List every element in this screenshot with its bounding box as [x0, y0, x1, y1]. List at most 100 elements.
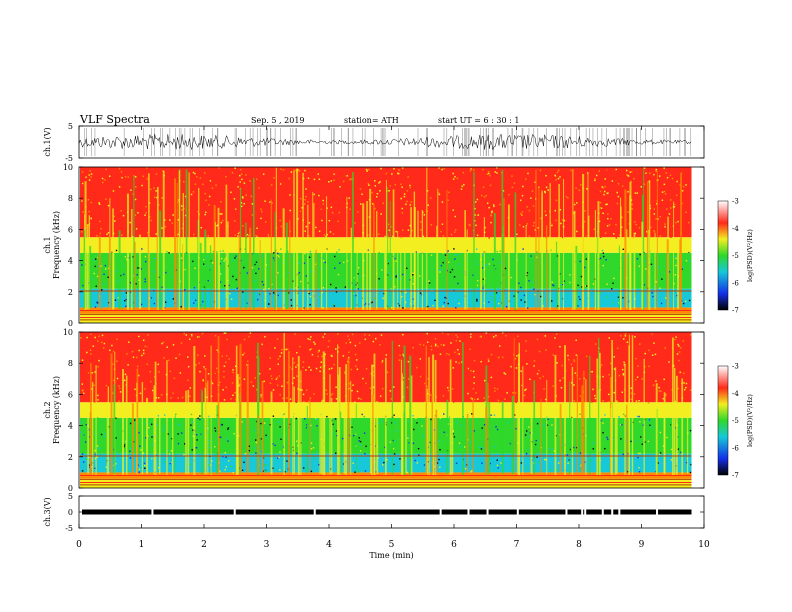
psd-speckle — [255, 441, 258, 444]
psd-speckle — [453, 248, 455, 250]
psd-speckle — [554, 209, 557, 212]
psd-speckle — [173, 345, 175, 348]
sferic-streak — [204, 387, 207, 475]
psd-speckle — [354, 471, 356, 473]
psd-speckle — [463, 343, 466, 346]
psd-speckle — [666, 436, 668, 439]
psd-speckle — [230, 398, 232, 400]
psd-speckle — [166, 251, 168, 253]
sferic-streak — [188, 172, 190, 311]
psd-speckle — [335, 386, 337, 389]
psd-speckle — [181, 396, 184, 399]
psd-speckle — [469, 441, 472, 443]
psd-speckle — [296, 343, 298, 345]
psd-speckle — [202, 379, 204, 382]
psd-speckle — [96, 275, 99, 278]
psd-speckle — [347, 217, 349, 220]
sferic-streak — [287, 350, 290, 476]
psd-speckle — [430, 332, 432, 334]
psd-speckle — [452, 209, 454, 211]
psd-speckle — [209, 180, 212, 182]
psd-speckle — [282, 169, 285, 171]
psd-speckle — [610, 218, 612, 220]
psd-speckle — [412, 346, 414, 349]
psd-speckle — [357, 303, 359, 305]
psd-speckle — [434, 338, 437, 340]
psd-speckle — [386, 190, 388, 192]
psd-speckle — [112, 190, 115, 192]
psd-speckle — [309, 348, 311, 351]
psd-speckle — [337, 346, 340, 349]
psd-speckle — [409, 186, 411, 189]
psd-speckle — [325, 389, 328, 392]
psd-speckle — [678, 368, 681, 371]
psd-speckle — [167, 176, 169, 178]
psd-speckle — [567, 197, 569, 199]
psd-speckle — [304, 384, 306, 387]
psd-speckle — [576, 230, 578, 233]
psd-speckle — [361, 442, 363, 444]
sferic-streak — [216, 405, 218, 474]
psd-speckle — [106, 233, 108, 236]
psd-speckle — [475, 224, 477, 227]
psd-speckle — [489, 184, 492, 187]
psd-speckle — [101, 289, 103, 291]
psd-speckle — [690, 463, 692, 466]
psd-speckle — [429, 372, 432, 375]
psd-speckle — [495, 333, 498, 335]
psd-speckle — [590, 180, 592, 182]
psd-speckle — [660, 213, 662, 215]
psd-speckle — [372, 374, 375, 377]
psd-speckle — [305, 357, 307, 359]
psd-speckle — [556, 298, 559, 300]
psd-speckle — [219, 273, 222, 275]
psd-speckle — [112, 350, 115, 353]
sferic-streak — [98, 235, 101, 309]
psd-speckle — [122, 352, 125, 355]
psd-speckle — [607, 401, 610, 404]
psd-speckle — [617, 333, 620, 336]
sferic-streak — [289, 220, 291, 310]
psd-speckle — [180, 205, 183, 207]
psd-speckle — [515, 168, 517, 171]
psd-speckle — [256, 236, 258, 238]
psd-speckle — [347, 335, 349, 337]
psd-speckle — [357, 273, 359, 275]
psd-speckle — [144, 185, 146, 187]
psd-speckle — [235, 278, 238, 281]
psd-speckle — [260, 438, 263, 440]
psd-speckle — [602, 400, 604, 402]
psd-speckle — [156, 424, 158, 426]
psd-speckle — [231, 174, 233, 177]
psd-speckle — [138, 279, 140, 281]
psd-speckle — [335, 348, 337, 350]
psd-speckle — [359, 443, 361, 446]
psd-speckle — [98, 202, 100, 204]
psd-speckle — [96, 456, 98, 458]
psd-speckle — [510, 365, 512, 368]
psd-speckle — [563, 280, 565, 282]
psd-speckle — [234, 220, 236, 222]
psd-speckle — [526, 206, 528, 208]
psd-speckle — [214, 334, 217, 337]
psd-speckle — [612, 301, 615, 304]
psd-speckle — [670, 424, 673, 426]
psd-speckle — [205, 211, 207, 214]
sferic-streak — [182, 192, 184, 310]
psd-speckle — [388, 229, 391, 232]
psd-speckle — [98, 193, 101, 196]
psd-speckle — [138, 349, 140, 352]
colorbar-tick-label: -4 — [732, 390, 739, 398]
psd-speckle — [251, 250, 254, 252]
psd-speckle — [352, 384, 354, 386]
psd-speckle — [520, 370, 522, 372]
psd-speckle — [399, 361, 402, 364]
psd-speckle — [409, 224, 411, 227]
psd-speckle — [456, 177, 459, 180]
psd-speckle — [100, 341, 103, 344]
psd-speckle — [470, 333, 472, 336]
psd-speckle — [518, 282, 520, 284]
psd-speckle — [97, 394, 99, 397]
psd-speckle — [602, 264, 604, 267]
y-tick-label: 8 — [68, 194, 73, 203]
